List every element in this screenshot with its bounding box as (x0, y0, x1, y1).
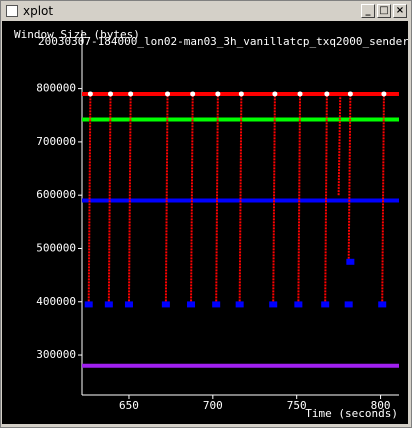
marker (269, 301, 278, 308)
y-tick-label: 700000 (36, 135, 76, 148)
minimize-button[interactable]: _ (361, 4, 375, 18)
marker (212, 301, 221, 308)
marker (124, 301, 133, 308)
marker (108, 91, 114, 97)
marker (297, 91, 303, 97)
marker (161, 301, 170, 308)
x-tick-label: 750 (287, 399, 307, 412)
x-tick-label: 650 (119, 399, 139, 412)
y-tick-label: 600000 (36, 188, 76, 201)
close-button[interactable]: × (393, 4, 407, 18)
x-tick-label: 800 (371, 399, 391, 412)
x-axis-label: Time (seconds) (305, 407, 398, 420)
x-tick-label: 700 (203, 399, 223, 412)
marker (324, 91, 330, 97)
marker (87, 91, 93, 97)
marker (294, 301, 303, 308)
y-tick-label: 500000 (36, 241, 76, 254)
title-bar: xplot _ □ × (3, 3, 409, 20)
maximize-button[interactable]: □ (377, 4, 391, 18)
y-tick-label: 300000 (36, 348, 76, 361)
y-tick-label: 800000 (36, 82, 76, 95)
marker (378, 301, 387, 308)
window-title: xplot (23, 4, 54, 18)
marker (187, 301, 196, 308)
marker (272, 91, 278, 97)
marker (344, 301, 353, 308)
marker (165, 91, 171, 97)
y-axis-label: Window Size (bytes) (14, 28, 140, 41)
chart: Window Size (bytes) 20030307-184000_lon0… (2, 21, 408, 424)
marker (321, 301, 330, 308)
chart-title: 20030307-184000_lon02-man03_3h_vanillatc… (38, 35, 408, 48)
marker (235, 301, 244, 308)
marker (128, 91, 134, 97)
marker (381, 91, 387, 97)
y-tick-label: 400000 (36, 295, 76, 308)
marker (190, 91, 196, 97)
marker (104, 301, 113, 308)
marker (238, 91, 244, 97)
window-icon (6, 5, 18, 17)
series-line (87, 93, 385, 305)
marker (215, 91, 221, 97)
marker (347, 91, 353, 97)
marker (346, 258, 355, 265)
marker (84, 301, 93, 308)
